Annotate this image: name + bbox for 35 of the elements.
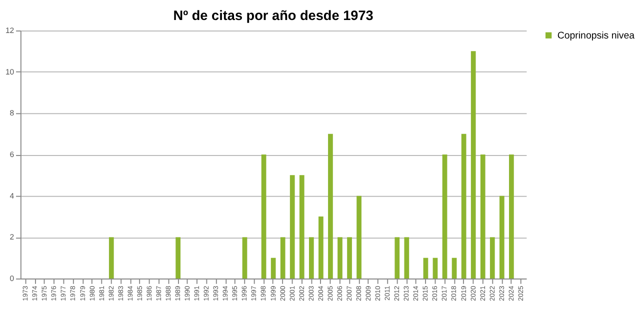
bar: [347, 237, 352, 279]
y-tick-label: 0: [10, 274, 15, 283]
bar: [404, 237, 410, 279]
bar: [499, 196, 504, 279]
bar: [452, 258, 457, 279]
bar: [509, 154, 514, 279]
bar: [356, 196, 362, 279]
bar: [290, 175, 295, 279]
y-tick-label: 4: [10, 191, 15, 200]
bar: [490, 237, 495, 279]
bar: [338, 237, 342, 279]
bar: [280, 237, 286, 279]
chart-title: Nº de citas por año desde 1973: [173, 8, 374, 23]
bar: [299, 175, 304, 279]
bar: [480, 154, 486, 279]
bar: [242, 237, 248, 279]
y-tick-label: 2: [10, 232, 14, 242]
bar: [308, 237, 314, 279]
y-tick-label: 10: [5, 67, 15, 76]
bar: [442, 154, 448, 279]
bar: [176, 237, 180, 279]
y-tick-label: 12: [5, 26, 14, 35]
y-tick-label: 8: [10, 108, 14, 118]
bar: [318, 216, 324, 279]
bar: [470, 51, 476, 279]
bar: [461, 134, 466, 279]
bar: [270, 258, 276, 279]
bar: [423, 258, 428, 279]
bar: [432, 258, 438, 279]
bar: [108, 237, 114, 279]
y-tick-label: 6: [10, 150, 14, 159]
bar: [261, 154, 266, 279]
bar: [328, 134, 333, 279]
legend-label: Coprinopsis nivea: [557, 30, 636, 42]
bar: [394, 237, 400, 279]
